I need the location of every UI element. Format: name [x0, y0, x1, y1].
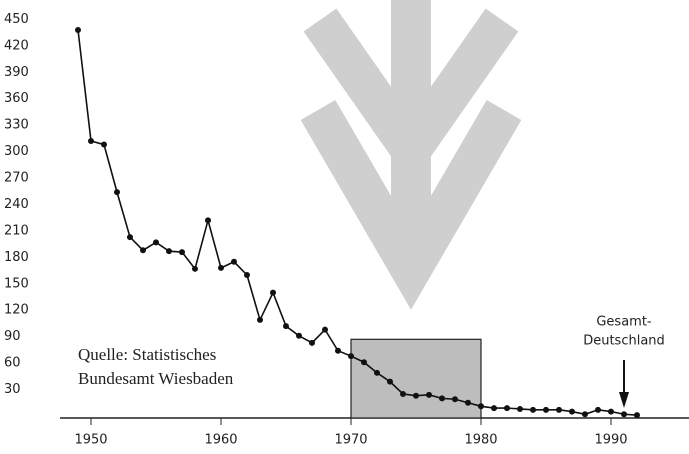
y-tick-label: 60: [4, 356, 21, 371]
point: [582, 411, 588, 417]
y-tick-label: 360: [4, 91, 29, 106]
point: [426, 392, 432, 398]
point: [400, 391, 406, 397]
source-note: Bundesamt Wiesbaden: [78, 369, 234, 388]
annotation-arrowhead: [619, 392, 629, 408]
point: [244, 272, 250, 278]
point: [101, 142, 107, 148]
point: [231, 259, 237, 265]
point: [348, 353, 354, 359]
y-tick-label: 120: [4, 303, 29, 318]
point: [478, 403, 484, 409]
point: [114, 189, 120, 195]
y-tick-label: 330: [4, 118, 29, 133]
annotation: Gesamt-: [596, 315, 652, 330]
point: [179, 249, 185, 255]
y-tick-label: 450: [4, 12, 29, 27]
y-tick-label: 270: [4, 171, 29, 186]
y-tick-label: 240: [4, 197, 29, 212]
y-tick-label: 300: [4, 144, 29, 159]
y-tick-label: 150: [4, 276, 29, 291]
point: [569, 409, 575, 415]
source-note: Quelle: Statistisches: [78, 345, 216, 364]
point: [530, 407, 536, 413]
point: [504, 405, 510, 411]
point: [452, 396, 458, 402]
y-tick-label: 390: [4, 65, 29, 80]
y-tick-label: 210: [4, 223, 29, 238]
x-tick-label: 1990: [594, 433, 627, 448]
point: [192, 266, 198, 272]
point: [556, 407, 562, 413]
point: [127, 234, 133, 240]
point: [322, 327, 328, 333]
point: [387, 379, 393, 385]
point: [335, 348, 341, 354]
point: [270, 290, 276, 296]
point: [257, 317, 263, 323]
chart: Quelle: Statistisches Bundesamt Wiesbade…: [0, 0, 689, 454]
point: [634, 412, 640, 418]
point: [374, 370, 380, 376]
watermark: [318, 0, 504, 270]
point: [361, 359, 367, 365]
point: [140, 247, 146, 253]
point: [608, 409, 614, 415]
point: [283, 323, 289, 329]
x-tick-label: 1960: [204, 433, 237, 448]
y-tick-label: 30: [4, 382, 21, 397]
point: [88, 138, 94, 144]
highlight-box: [351, 339, 481, 418]
point: [296, 333, 302, 339]
y-tick-label: 420: [4, 38, 29, 53]
point: [543, 407, 549, 413]
point: [439, 395, 445, 401]
point: [491, 405, 497, 411]
point: [517, 406, 523, 412]
x-tick-label: 1970: [334, 433, 367, 448]
point: [309, 340, 315, 346]
y-tick-label: 180: [4, 250, 29, 265]
point: [621, 411, 627, 417]
point: [205, 217, 211, 223]
point: [75, 27, 81, 33]
point: [166, 248, 172, 254]
point: [153, 239, 159, 245]
point: [465, 400, 471, 406]
x-tick-label: 1980: [464, 433, 497, 448]
x-tick-label: 1950: [74, 433, 107, 448]
point: [595, 407, 601, 413]
annotation: Deutschland: [583, 334, 665, 349]
y-tick-label: 90: [4, 329, 21, 344]
point: [218, 265, 224, 271]
point: [413, 393, 419, 399]
